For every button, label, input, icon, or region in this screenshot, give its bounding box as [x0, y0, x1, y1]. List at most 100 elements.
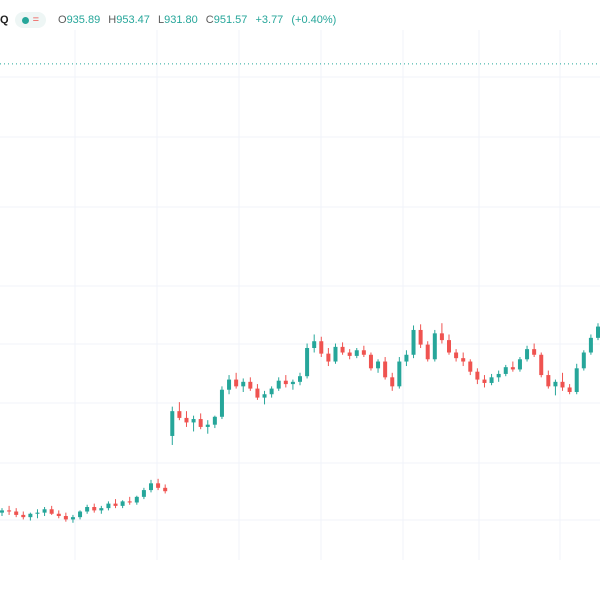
series-toggle[interactable]: =	[14, 12, 46, 28]
candle-body	[28, 513, 33, 518]
candle-body	[42, 509, 47, 513]
candle-body	[184, 417, 189, 423]
candle-body	[227, 379, 232, 390]
candle-body	[567, 387, 572, 392]
candle-body	[581, 352, 586, 369]
close-label: C	[205, 14, 214, 26]
candle-body	[347, 352, 352, 356]
symbol-label: Q	[0, 14, 9, 26]
settings-equals-icon: =	[32, 13, 39, 26]
candle-body	[333, 346, 338, 362]
candle-body	[49, 509, 54, 514]
candle-body	[149, 483, 153, 491]
candle-body	[503, 367, 508, 374]
candle-body	[525, 349, 530, 360]
candle-body	[312, 341, 317, 348]
candle-body	[596, 326, 600, 338]
candle-body	[298, 376, 302, 382]
candle-body	[539, 354, 544, 376]
candle-body	[248, 381, 253, 389]
candle-body	[7, 510, 12, 512]
candle-body	[198, 419, 203, 427]
open-value: 935.89	[66, 14, 101, 26]
high-label: H	[108, 14, 117, 26]
candle-body	[546, 375, 551, 387]
candle-body	[0, 510, 4, 513]
candle-body	[290, 381, 295, 385]
candle-body	[141, 490, 146, 497]
ohlc-readout: O935.89 H953.47 L931.80 C951.57 +3.77 (+…	[58, 14, 341, 26]
candle-body	[63, 516, 68, 520]
grid-lines	[0, 30, 600, 560]
candle-body	[276, 380, 281, 389]
candle-body	[574, 368, 579, 392]
candle-body	[170, 411, 175, 436]
change-value: +3.77	[255, 14, 284, 26]
candle-body	[191, 419, 196, 423]
high-value: 953.47	[116, 14, 150, 26]
open-label: O	[58, 14, 67, 26]
candle-body	[418, 329, 423, 345]
candle-body	[234, 379, 239, 387]
candle-body	[177, 411, 182, 418]
candle-body	[70, 517, 75, 520]
candle-body	[553, 381, 558, 387]
candle-body	[468, 361, 473, 372]
candles	[0, 323, 600, 523]
candle-body	[439, 333, 444, 341]
candle-body	[447, 340, 451, 353]
candle-body	[262, 394, 267, 398]
candle-body	[305, 348, 310, 377]
candle-body	[156, 483, 161, 488]
candle-body	[241, 381, 246, 387]
candle-body	[411, 329, 416, 355]
candle-body	[99, 508, 104, 511]
candle-body	[560, 381, 565, 388]
candle-body	[510, 367, 515, 370]
close-value: 951.57	[213, 14, 248, 26]
candle-body	[482, 379, 487, 383]
candle-body	[532, 349, 537, 355]
candle-body	[376, 361, 381, 369]
candle-body	[397, 361, 402, 387]
candle-body	[475, 371, 480, 380]
candle-body	[113, 503, 118, 506]
candle-body	[85, 507, 90, 512]
candle-body	[432, 333, 437, 360]
legend-bar: Q = O935.89 H953.47 L931.80 C951.57 +3.7…	[0, 10, 341, 30]
candle-body	[106, 503, 111, 509]
candle-body	[354, 350, 359, 356]
candle-body	[56, 513, 61, 517]
candle-body	[517, 359, 522, 370]
low-label: L	[157, 14, 165, 26]
candle-body	[92, 507, 97, 511]
candle-body	[163, 487, 168, 492]
candle-body	[319, 341, 324, 354]
candle-body	[205, 424, 210, 427]
candle-body	[134, 496, 139, 503]
candle-body	[14, 511, 19, 515]
visibility-dot-icon	[21, 16, 29, 24]
candle-body	[35, 512, 40, 514]
candle-body	[454, 352, 459, 359]
candle-body	[326, 353, 331, 362]
candle-body	[78, 511, 83, 518]
candle-body	[404, 354, 409, 362]
candle-body	[461, 358, 466, 362]
candle-body	[390, 377, 395, 387]
candle-body	[269, 388, 274, 395]
candle-body	[212, 416, 217, 425]
candle-body	[340, 346, 345, 353]
candle-body	[219, 389, 224, 417]
change-percent: (+0.40%)	[291, 14, 337, 26]
candle-body	[21, 514, 26, 518]
candle-body	[120, 501, 125, 506]
candle-body	[283, 380, 288, 385]
candle-body	[361, 350, 366, 355]
candle-body	[127, 501, 132, 503]
candle-body	[588, 337, 593, 353]
candle-body	[489, 377, 494, 383]
candle-body	[425, 344, 430, 360]
candle-body	[255, 388, 260, 398]
